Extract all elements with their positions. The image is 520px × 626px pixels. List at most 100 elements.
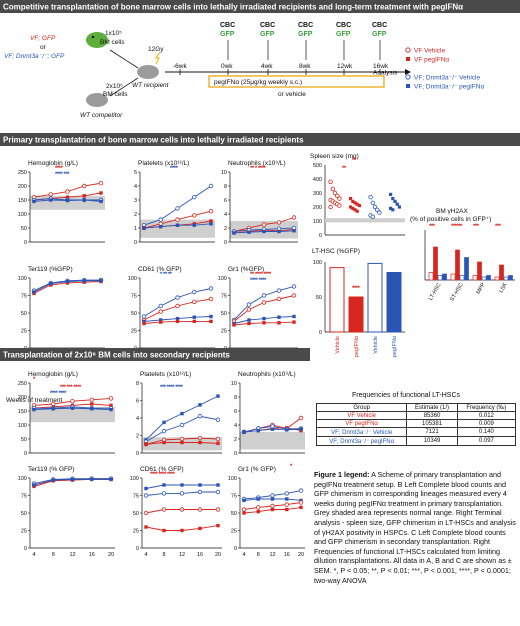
significance-stars: ***	[429, 224, 436, 230]
significance-stars: ****	[352, 286, 361, 292]
y-tick-label: 25	[133, 529, 139, 535]
data-point	[162, 483, 166, 487]
normal-range	[30, 406, 115, 423]
y-tick-label: 300	[313, 191, 322, 197]
data-point	[277, 315, 281, 319]
y-tick-label: 6	[224, 198, 227, 204]
data-point	[142, 226, 146, 230]
bar	[477, 261, 482, 281]
legend-dnmt-peg-marker	[406, 84, 410, 88]
bar	[481, 276, 487, 281]
data-point	[175, 223, 180, 227]
data-point	[276, 220, 282, 225]
y-tick-label: 100	[18, 423, 27, 429]
table-row: VF; Dnmt3a⁻/⁻ pegIFNα 10349 0.097	[315, 436, 517, 446]
cbc-label: CBC	[260, 22, 275, 29]
panel-b-title: Primary transplantatrion of bone marrow …	[3, 136, 304, 145]
donor-vf-dnmt3a: VF; Dnmt3a⁻/⁻; GFP	[4, 53, 65, 60]
data-point	[89, 397, 94, 402]
panel-b-banner	[0, 133, 520, 146]
data-point	[159, 318, 163, 322]
data-point	[82, 279, 86, 283]
y-tick-label: 0	[24, 546, 27, 552]
data-point	[377, 210, 382, 215]
data-point	[355, 202, 359, 206]
y-tick-label: 10	[231, 381, 237, 387]
cbc-label: CBC	[336, 22, 351, 29]
bar	[486, 275, 491, 281]
data-point	[192, 223, 196, 227]
data-point	[179, 491, 185, 496]
data-point	[180, 483, 184, 487]
data-point	[291, 215, 297, 220]
data-point	[349, 205, 353, 209]
data-point	[285, 428, 289, 432]
data-point	[247, 321, 251, 326]
data-point	[270, 493, 275, 498]
y-tick-label: 50	[21, 311, 27, 317]
irradiation-icon	[155, 51, 161, 65]
data-point	[208, 286, 214, 291]
bar	[499, 264, 504, 281]
bm-cells-top-count: 1x10⁵	[105, 30, 122, 37]
bm-cells-bottom-label: BM cells	[103, 91, 128, 98]
chart-title: Neutrophils (x10⁹/L)	[238, 371, 296, 378]
legend-label: Figure 1 legend:	[314, 470, 370, 479]
data-point	[192, 299, 197, 304]
y-tick-label: 50	[21, 511, 27, 517]
data-point	[197, 435, 203, 441]
freq-cell: VF Vehicle	[315, 411, 408, 420]
data-point	[179, 507, 185, 512]
data-point	[349, 197, 353, 201]
data-point	[389, 192, 393, 196]
data-point	[162, 528, 166, 533]
data-point	[351, 206, 355, 210]
y-tick-label: 75	[131, 294, 137, 300]
bar	[428, 272, 434, 281]
y-tick-label: 2	[136, 434, 139, 440]
data-point	[242, 430, 246, 434]
normal-range	[325, 218, 405, 223]
data-point	[216, 441, 220, 446]
data-point	[270, 503, 275, 509]
data-point	[215, 436, 221, 442]
y-tick-label: 0	[234, 546, 237, 552]
data-point	[32, 290, 36, 294]
data-point	[70, 477, 75, 482]
freq-cell: 0.097	[456, 436, 517, 446]
data-point	[355, 209, 359, 213]
data-point	[256, 505, 261, 510]
x-tick-label: MPP	[476, 282, 487, 296]
data-point	[90, 402, 94, 406]
data-point	[276, 296, 282, 302]
normal-range	[240, 432, 305, 450]
bar	[508, 275, 513, 281]
x-tick-label: 4	[144, 552, 147, 558]
data-point	[261, 222, 267, 227]
data-point	[144, 486, 148, 491]
lthsc-gfp-chart: 0 50 100 Vehicle pegIFNα Vehicle pegIFNα ****	[313, 260, 405, 357]
data-point	[209, 319, 213, 324]
y-tick-label: 6	[234, 409, 237, 415]
x-tick-label: LSK	[498, 282, 509, 294]
data-point	[299, 505, 303, 510]
bar	[459, 275, 465, 281]
data-point	[370, 200, 375, 205]
competitor-label: WT competitor	[80, 112, 123, 119]
data-point	[98, 180, 104, 186]
freq-cell: 85360	[406, 411, 458, 420]
bar	[442, 273, 447, 281]
y-tick-label: 50	[133, 511, 139, 517]
data-point	[70, 406, 75, 410]
data-point	[351, 199, 355, 203]
y-tick-label: 50	[316, 295, 322, 301]
data-point	[99, 191, 103, 195]
significance-stars: **** ****	[250, 278, 267, 284]
data-point	[270, 497, 275, 501]
data-point	[180, 528, 184, 533]
data-point	[99, 199, 103, 204]
data-point	[215, 507, 221, 512]
timeline-label: 8wk	[299, 63, 311, 70]
panel-b-xlabel: Weeks of treatment	[6, 397, 62, 404]
legend-vf-peg-marker	[406, 57, 410, 61]
